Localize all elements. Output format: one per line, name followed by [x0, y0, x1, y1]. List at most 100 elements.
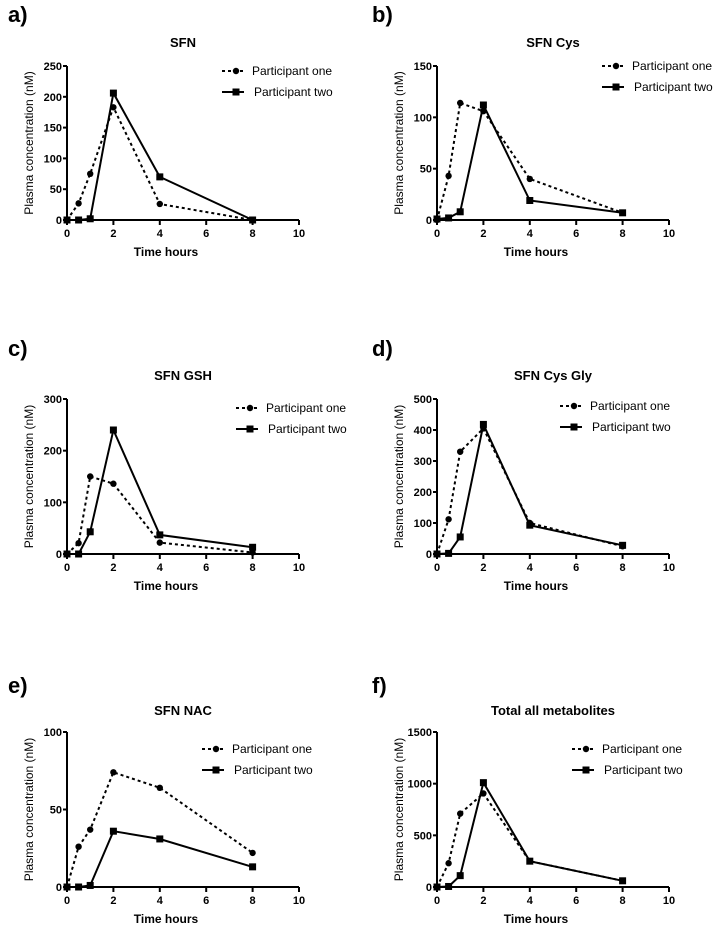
legend-label-participant-two: Participant two	[592, 420, 671, 434]
legend: Participant one Participant two	[560, 399, 671, 434]
legend-label-participant-one: Participant one	[602, 742, 682, 756]
legend: Participant one Participant two	[202, 742, 313, 777]
y-tick-label: 100	[44, 153, 62, 165]
data-point-participant-two	[249, 216, 257, 224]
chart-title: SFN Cys Gly	[514, 368, 593, 383]
x-tick-label: 4	[157, 895, 164, 907]
x-tick-label: 6	[203, 895, 209, 907]
y-tick-label: 150	[44, 123, 62, 135]
series-line-participant-two	[436, 421, 623, 555]
x-axis-label: Time hours	[504, 245, 569, 259]
y-axis-label: Plasma concentration (nM)	[392, 738, 406, 881]
x-tick-label: 0	[434, 228, 440, 240]
x-tick-label: 8	[250, 895, 256, 907]
data-point-participant-two	[86, 881, 94, 889]
data-point-participant-two	[479, 101, 487, 109]
panel-label: e)	[8, 673, 28, 698]
data-point-participant-two	[109, 827, 117, 835]
data-point-participant-two	[456, 533, 464, 541]
series-line-participant-one	[436, 426, 623, 555]
legend-label-participant-two: Participant two	[254, 85, 333, 99]
panel-label: d)	[372, 336, 393, 361]
x-tick-label: 10	[293, 228, 305, 240]
chart-title: SFN NAC	[154, 703, 212, 718]
legend-marker-participant-one	[246, 404, 254, 412]
x-axis-label: Time hours	[134, 245, 199, 259]
x-tick-label: 2	[480, 228, 486, 240]
x-axis-label: Time hours	[134, 579, 199, 593]
y-tick-label: 0	[426, 215, 432, 227]
y-tick-label: 0	[56, 882, 62, 894]
legend-marker-participant-two	[232, 88, 240, 96]
chart-title: SFN Cys	[526, 35, 579, 50]
data-point-participant-one	[75, 200, 82, 207]
x-axis-label: Time hours	[504, 579, 569, 593]
y-tick-label: 200	[44, 92, 62, 104]
series-line-participant-two	[436, 779, 623, 888]
data-point-participant-two	[156, 835, 164, 843]
legend-label-participant-two: Participant two	[604, 763, 683, 777]
data-point-participant-one	[457, 448, 464, 455]
data-point-participant-two	[479, 779, 487, 787]
data-point-participant-two	[156, 531, 164, 539]
x-tick-label: 8	[620, 228, 626, 240]
legend-marker-participant-two	[212, 766, 220, 774]
data-point-participant-two	[456, 208, 464, 216]
data-point-participant-two	[456, 872, 464, 880]
data-point-participant-two	[249, 543, 257, 551]
x-tick-label: 8	[620, 895, 626, 907]
data-point-participant-one	[457, 99, 464, 107]
data-point-participant-two	[619, 877, 627, 885]
y-tick-label: 200	[414, 487, 432, 499]
legend-label-participant-two: Participant two	[268, 422, 347, 436]
data-point-participant-two	[445, 882, 453, 890]
data-point-participant-one	[110, 480, 117, 487]
series-line-participant-one	[436, 792, 623, 888]
data-point-participant-two	[63, 550, 71, 558]
legend-marker-participant-one	[612, 62, 620, 70]
y-tick-label: 100	[44, 727, 62, 739]
y-axis-label: Plasma concentration (nM)	[22, 71, 36, 214]
y-tick-label: 200	[44, 446, 62, 458]
x-tick-label: 6	[573, 562, 579, 574]
y-axis-label: Plasma concentration (nM)	[22, 738, 36, 881]
x-tick-label: 4	[157, 562, 164, 574]
data-point-participant-two	[619, 541, 627, 549]
legend-marker-participant-one	[232, 67, 240, 75]
legend-label-participant-two: Participant two	[634, 80, 713, 94]
y-tick-label: 0	[56, 215, 62, 227]
data-point-participant-two	[109, 426, 117, 434]
data-point-participant-one	[75, 539, 82, 547]
legend-label-participant-one: Participant one	[232, 742, 312, 756]
data-point-participant-two	[86, 528, 94, 536]
panel-label: a)	[8, 2, 28, 27]
x-tick-label: 10	[293, 895, 305, 907]
panel-label: b)	[372, 2, 393, 27]
x-tick-label: 2	[480, 895, 486, 907]
data-point-participant-one	[87, 826, 94, 833]
data-point-participant-two	[249, 863, 257, 871]
legend-marker-participant-one	[212, 745, 220, 753]
x-tick-label: 4	[527, 562, 534, 574]
legend-marker-participant-two	[570, 423, 578, 431]
data-point-participant-one	[87, 473, 94, 480]
panel-label: f)	[372, 673, 387, 698]
data-point-participant-two	[75, 550, 83, 558]
legend: Participant one Participant two	[572, 742, 683, 777]
data-point-participant-two	[433, 883, 441, 891]
y-tick-label: 500	[414, 830, 432, 842]
x-tick-label: 2	[110, 562, 116, 574]
x-tick-label: 0	[64, 895, 70, 907]
y-tick-label: 50	[420, 164, 432, 176]
legend-label-participant-one: Participant one	[252, 64, 332, 78]
x-tick-label: 10	[663, 228, 675, 240]
x-tick-label: 0	[64, 562, 70, 574]
data-point-participant-two	[445, 549, 453, 557]
data-point-participant-one	[526, 175, 533, 183]
data-point-participant-one	[75, 843, 82, 850]
data-point-participant-two	[526, 521, 534, 529]
x-tick-label: 2	[110, 895, 116, 907]
